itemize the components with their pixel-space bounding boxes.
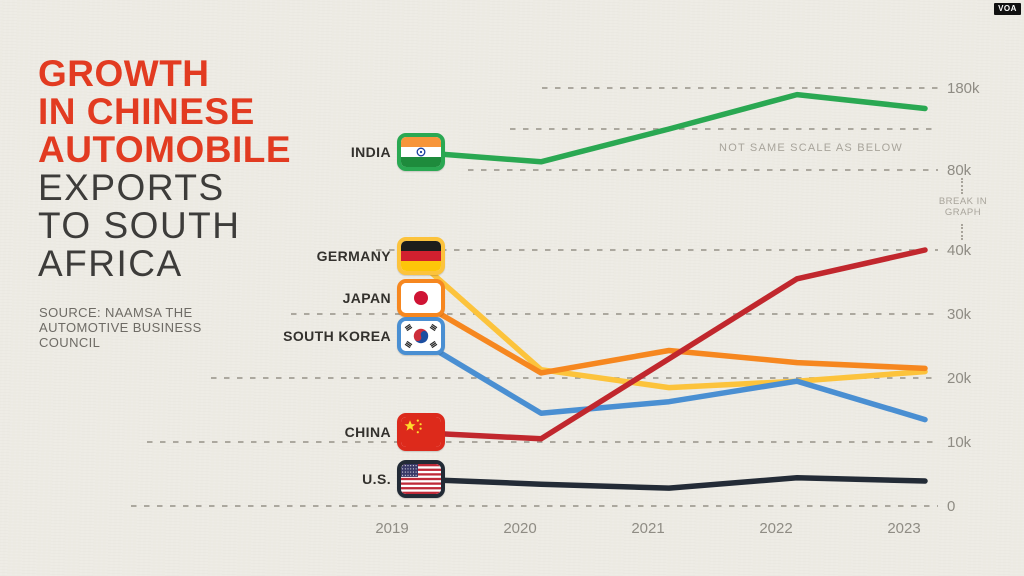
break-in-graph-note: BREAK IN GRAPH bbox=[923, 196, 1003, 218]
title-line-red: AUTOMOBILE bbox=[38, 129, 292, 170]
south-korea-line bbox=[410, 333, 928, 423]
india-flag bbox=[397, 132, 445, 171]
us-flag bbox=[397, 460, 445, 499]
source-line: SOURCE: NAAMSA THE bbox=[39, 305, 193, 320]
south-korea-flag bbox=[397, 317, 445, 356]
y-tick-label: 20k bbox=[947, 370, 972, 387]
y-tick-label: 0 bbox=[947, 498, 955, 515]
china-line bbox=[410, 247, 928, 442]
axis-break-dots-icon bbox=[961, 224, 963, 240]
x-tick-label: 2020 bbox=[503, 520, 537, 537]
india-line bbox=[410, 91, 928, 165]
x-tick-label: 2023 bbox=[887, 520, 921, 537]
break-note-line: GRAPH bbox=[944, 207, 982, 218]
x-tick-label: 2022 bbox=[759, 520, 793, 537]
japan-label: JAPAN bbox=[342, 290, 391, 306]
x-tick-label: 2019 bbox=[375, 520, 409, 537]
axis-break-dots-icon bbox=[961, 178, 963, 194]
y-tick-label: 10k bbox=[947, 434, 972, 451]
germany-line bbox=[410, 253, 928, 391]
title-line-dark: TO SOUTH bbox=[38, 205, 241, 246]
title-line-dark: AFRICA bbox=[38, 243, 183, 284]
source-line: AUTOMOTIVE BUSINESS bbox=[39, 320, 202, 335]
title-block: GROWTH IN CHINESE AUTOMOBILE EXPORTS TO … bbox=[38, 55, 291, 283]
x-tick-label: 2021 bbox=[631, 520, 665, 537]
india-label: INDIA bbox=[350, 143, 391, 160]
japan-flag bbox=[397, 279, 445, 317]
germany-flag bbox=[397, 237, 445, 276]
south-korea-label: SOUTH KOREA bbox=[283, 328, 391, 345]
break-note-line: BREAK IN bbox=[938, 196, 988, 207]
u-s-line bbox=[410, 475, 928, 491]
source-line: COUNCIL bbox=[39, 335, 101, 350]
u-s-label: U.S. bbox=[362, 471, 391, 488]
y-tick-label: 40k bbox=[947, 242, 972, 259]
not-same-scale-note: NOT SAME SCALE AS BELOW bbox=[719, 142, 903, 154]
title-line-red: GROWTH bbox=[38, 53, 210, 94]
voa-logo: VOA bbox=[994, 3, 1021, 15]
title-line-red: IN CHINESE bbox=[38, 91, 255, 132]
china-flag bbox=[397, 413, 445, 452]
y-tick-label: 80k bbox=[947, 162, 972, 179]
china-label: CHINA bbox=[344, 424, 391, 441]
germany-label: GERMANY bbox=[316, 248, 391, 265]
title-line-dark: EXPORTS bbox=[38, 167, 225, 208]
japan-line bbox=[410, 295, 928, 376]
source-note: SOURCE: NAAMSA THE AUTOMOTIVE BUSINESS C… bbox=[39, 305, 269, 350]
y-tick-label: 30k bbox=[947, 306, 972, 323]
y-tick-label: 180k bbox=[947, 80, 980, 97]
